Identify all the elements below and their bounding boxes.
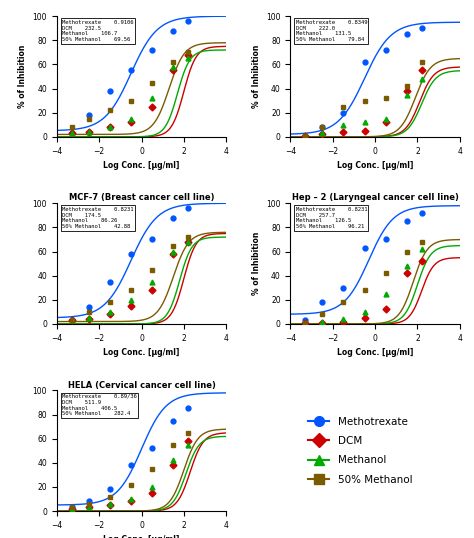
- Text: Methotrexate    0.8231
DCM    174.5
Methanol    86.26
50% Methanol    42.88: Methotrexate 0.8231 DCM 174.5 Methanol 8…: [62, 207, 134, 229]
- X-axis label: Log Conc. [μg/ml]: Log Conc. [μg/ml]: [337, 348, 413, 357]
- Title: Hep – 2 (Laryngeal cancer cell line): Hep – 2 (Laryngeal cancer cell line): [292, 194, 458, 202]
- Text: Methotrexate    0.8349
DCM    222.0
Methanol    131.5
50% Methanol    79.84: Methotrexate 0.8349 DCM 222.0 Methanol 1…: [296, 20, 367, 42]
- Text: Methotrexate    0.8231
DCM    257.7
Methanol    126.5
50% Methanol    96.21: Methotrexate 0.8231 DCM 257.7 Methanol 1…: [296, 207, 367, 229]
- Y-axis label: % of Inhibition: % of Inhibition: [252, 232, 261, 295]
- Y-axis label: % of Inhibition: % of Inhibition: [252, 45, 261, 108]
- X-axis label: Log Conc. [μg/ml]: Log Conc. [μg/ml]: [103, 161, 180, 170]
- X-axis label: Log Conc. [μg/ml]: Log Conc. [μg/ml]: [103, 348, 180, 357]
- Legend: Methotrexate, DCM, Methanol, 50% Methanol: Methotrexate, DCM, Methanol, 50% Methano…: [304, 413, 416, 489]
- Text: Methotrexate    0.89/36
DCM    511.9
Methanol    406.5
50% Methanol    282.4: Methotrexate 0.89/36 DCM 511.9 Methanol …: [62, 394, 137, 416]
- Y-axis label: % of Inhibition: % of Inhibition: [18, 45, 27, 108]
- X-axis label: Log Conc. [μg/ml]: Log Conc. [μg/ml]: [103, 535, 180, 538]
- Title: MCF-7 (Breast cancer cell line): MCF-7 (Breast cancer cell line): [69, 194, 214, 202]
- Text: Methotrexate    0.9106
DCM    232.5
Methanol    106.7
50% Methanol    69.56: Methotrexate 0.9106 DCM 232.5 Methanol 1…: [62, 20, 134, 42]
- X-axis label: Log Conc. [μg/ml]: Log Conc. [μg/ml]: [337, 161, 413, 170]
- Title: HELA (Cervical cancer cell line): HELA (Cervical cancer cell line): [68, 380, 216, 390]
